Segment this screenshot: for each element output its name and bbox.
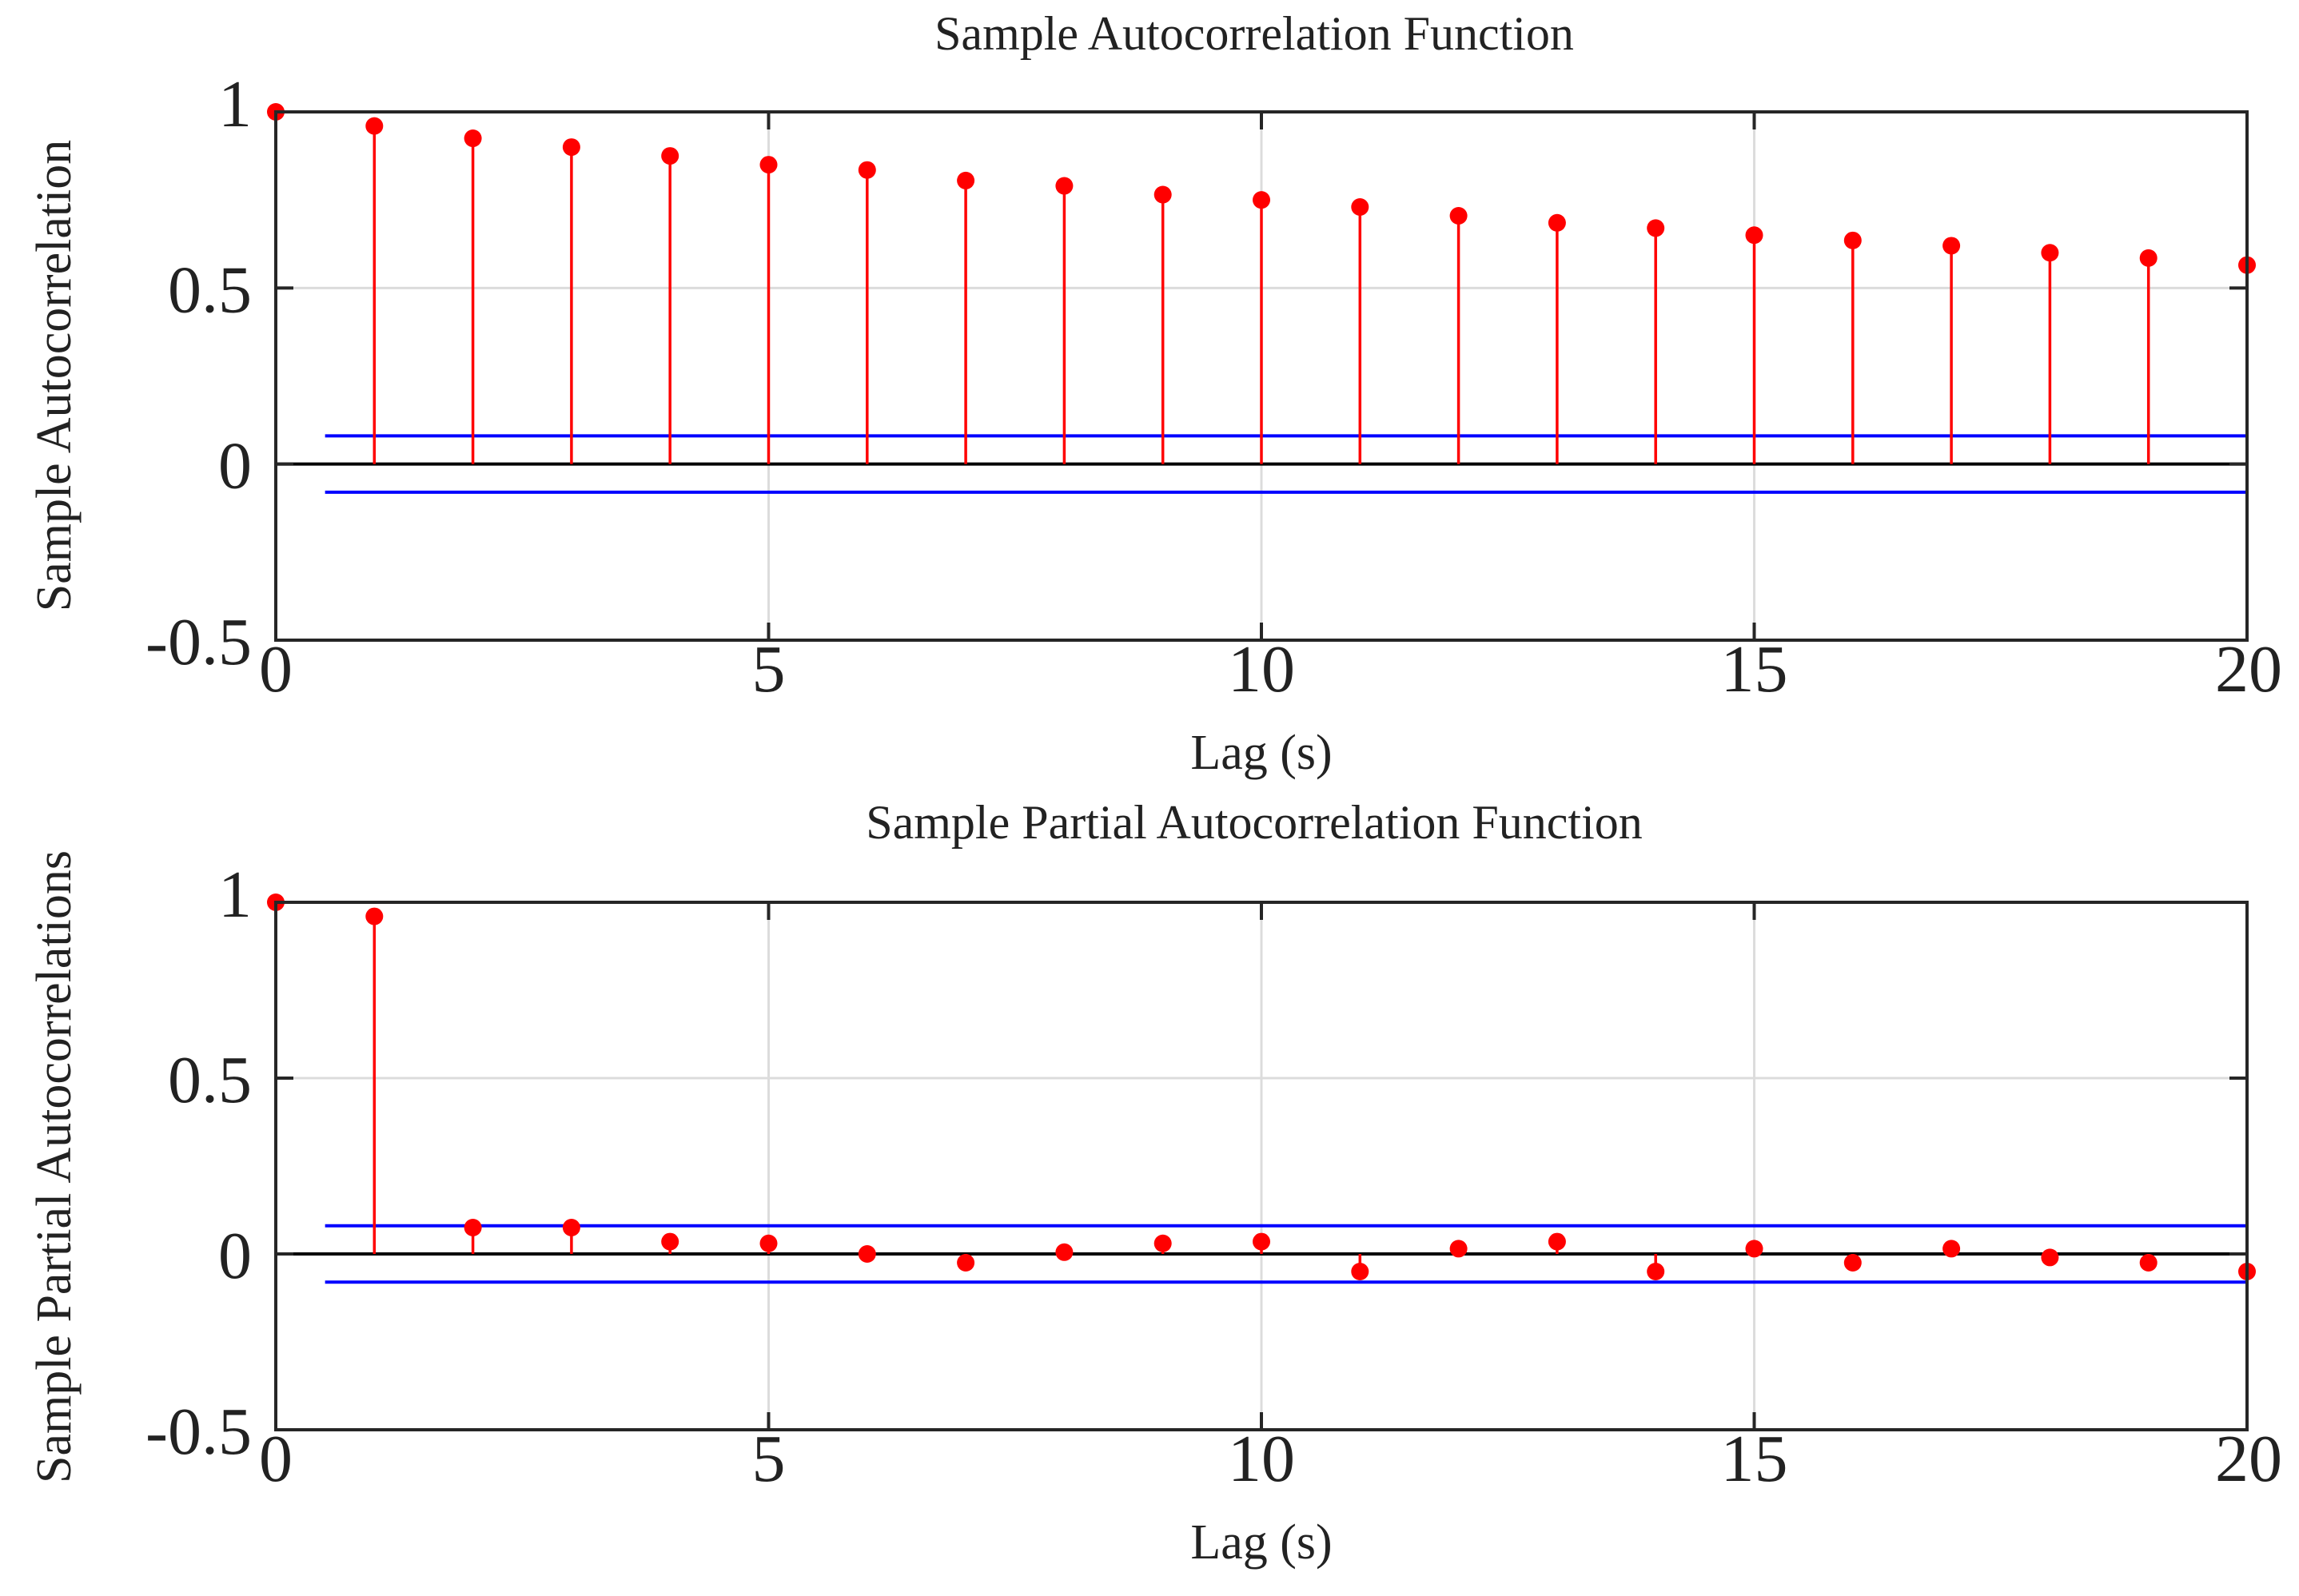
acf-stem-marker-17 — [1942, 237, 1961, 255]
acf-ytick-label: 0.5 — [168, 253, 252, 327]
pacf-title: Sample Partial Autocorrelation Function — [866, 796, 1642, 849]
acf-stem-marker-9 — [1153, 185, 1172, 204]
pacf-stem-marker-18 — [2041, 1248, 2059, 1267]
pacf-stem-marker-11 — [1351, 1263, 1369, 1280]
acf-stem-marker-13 — [1548, 213, 1566, 232]
pacf-xtick-label: 20 — [2215, 1422, 2282, 1496]
pacf-stem-marker-10 — [1253, 1232, 1270, 1251]
acf-stem-marker-8 — [1055, 177, 1074, 195]
acf-stem-marker-2 — [464, 129, 482, 148]
pacf-grid — [274, 901, 2249, 1431]
pacf-stem-marker-9 — [1153, 1234, 1172, 1252]
pacf-stem-marker-15 — [1745, 1240, 1763, 1258]
acf-stem-marker-7 — [957, 171, 975, 189]
pacf-stem-marker-8 — [1055, 1243, 1074, 1261]
acf-ylabel: Sample Autocorrelation — [27, 140, 82, 612]
pacf-stem-marker-17 — [1942, 1240, 1961, 1258]
pacf-xtick-label: 15 — [1721, 1422, 1788, 1496]
acf-xtick-label: 15 — [1721, 632, 1788, 706]
pacf-stem-marker-14 — [1647, 1263, 1665, 1280]
pacf-stem-marker-3 — [562, 1219, 580, 1236]
acf-stem-marker-16 — [1843, 231, 1862, 249]
pacf-ytick-label: 0 — [218, 1219, 252, 1293]
pacf-xlabel: Lag (s) — [1190, 1515, 1332, 1570]
acf-stem-marker-10 — [1253, 191, 1270, 209]
acf-stem-marker-15 — [1745, 226, 1763, 245]
pacf-stem-marker-13 — [1548, 1232, 1566, 1251]
pacf-stem-marker-4 — [661, 1232, 679, 1251]
acf-stem-marker-1 — [365, 117, 384, 135]
pacf-stem-marker-7 — [957, 1254, 975, 1272]
acf-xlabel: Lag (s) — [1190, 726, 1332, 780]
pacf-xtick-label: 0 — [259, 1422, 293, 1496]
acf-stem-marker-11 — [1351, 197, 1369, 216]
acf-ytick-label: -0.5 — [145, 605, 252, 679]
pacf-stems — [267, 894, 2256, 1280]
acf-stem-marker-18 — [2041, 244, 2059, 262]
acf-stem-marker-5 — [759, 156, 778, 174]
pacf-stem-marker-5 — [759, 1234, 778, 1252]
pacf-yticks: -0.5 0 0.5 1 — [145, 858, 2247, 1469]
pacf-stem-marker-19 — [2139, 1254, 2158, 1272]
pacf-ylabel: Sample Partial Autocorrelations — [27, 850, 82, 1483]
pacf-xtick-label: 5 — [752, 1422, 786, 1496]
pacf-xticks: 0 5 10 15 20 — [259, 902, 2282, 1496]
pacf-panel: Sample Partial Autocorrelation Function … — [27, 796, 2282, 1570]
acf-yticks: -0.5 0 0.5 1 — [145, 67, 2247, 679]
pacf-ytick-label: 0.5 — [168, 1043, 252, 1117]
acf-stem-marker-4 — [661, 147, 679, 165]
acf-xtick-label: 5 — [752, 632, 786, 706]
pacf-ytick-label: 1 — [218, 858, 252, 932]
pacf-stem-marker-2 — [464, 1219, 482, 1236]
acf-stem-marker-6 — [858, 161, 876, 179]
pacf-stem-marker-16 — [1843, 1254, 1862, 1272]
acf-stem-marker-3 — [562, 138, 580, 157]
acf-stem-marker-14 — [1647, 219, 1665, 237]
acf-xtick-label: 20 — [2215, 632, 2282, 706]
acf-stem-marker-12 — [1449, 206, 1468, 225]
acf-title: Sample Autocorrelation Function — [934, 7, 1574, 60]
acf-xtick-label: 10 — [1228, 632, 1295, 706]
pacf-ytick-label: -0.5 — [145, 1395, 252, 1469]
acf-xticks: 0 5 10 15 20 — [259, 112, 2282, 706]
pacf-xtick-label: 10 — [1228, 1422, 1295, 1496]
acf-panel: Sample Autocorrelation Function -0.500.5… — [27, 7, 2282, 780]
acf-ytick-label: 1 — [218, 67, 252, 141]
pacf-stem-marker-12 — [1449, 1240, 1468, 1258]
pacf-stem-marker-6 — [858, 1245, 876, 1263]
acf-ytick-label: 0 — [218, 429, 252, 503]
acf-xtick-label: 0 — [259, 632, 293, 706]
pacf-stem-marker-1 — [365, 907, 384, 925]
acf-stem-marker-19 — [2139, 249, 2158, 267]
